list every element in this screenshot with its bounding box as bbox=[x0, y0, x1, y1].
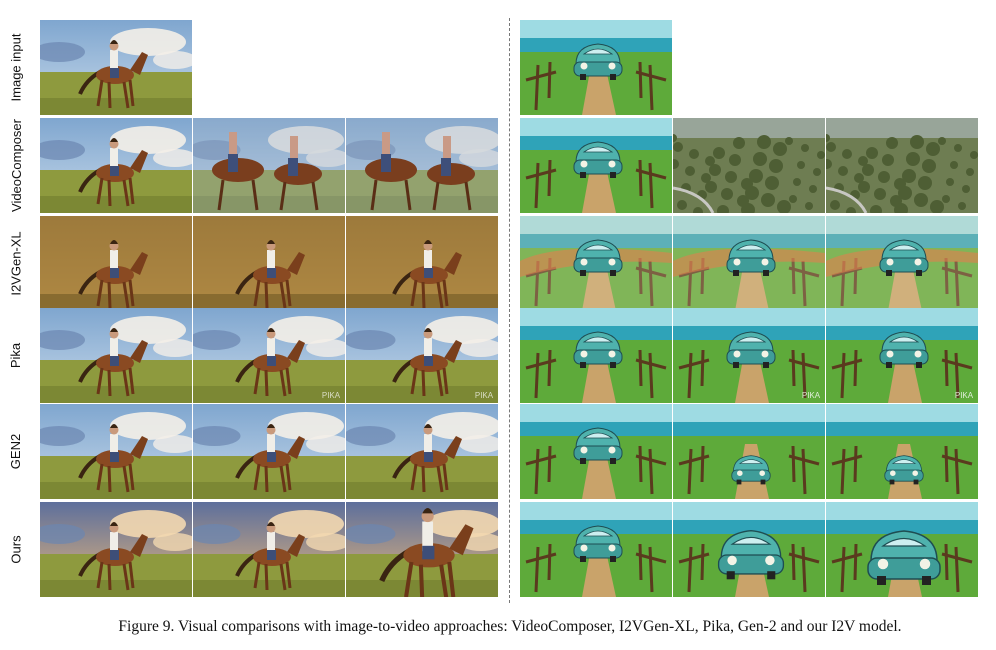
horse-frame-videocomposer-3 bbox=[346, 118, 498, 213]
horse-frame-videocomposer-1 bbox=[40, 118, 192, 213]
row-label-pika: Pika bbox=[0, 308, 32, 403]
horse-frame-gen2-1 bbox=[40, 404, 192, 499]
horse-frame-ours-3 bbox=[346, 502, 498, 597]
car-frame-ours-3 bbox=[826, 502, 978, 597]
horse-frame-pika-3: PIKA bbox=[346, 308, 498, 403]
svg-text:PIKA: PIKA bbox=[475, 391, 494, 400]
horse-frame-i2vgen-xl-2 bbox=[193, 216, 345, 311]
row-label-image-input: Image input bbox=[0, 20, 32, 115]
horse-frame-pika-2: PIKA bbox=[193, 308, 345, 403]
svg-text:PIKA: PIKA bbox=[322, 391, 341, 400]
horse-frame-pika-1 bbox=[40, 308, 192, 403]
row-label-gen2: GEN2 bbox=[0, 404, 32, 499]
horse-frame-gen2-2 bbox=[193, 404, 345, 499]
car-frame-gen2-3 bbox=[826, 404, 978, 499]
svg-text:PIKA: PIKA bbox=[955, 391, 974, 400]
horse-frame-ours-2 bbox=[193, 502, 345, 597]
car-frame-pika-3: PIKA bbox=[826, 308, 978, 403]
car-frame-i2vgen-xl-2 bbox=[673, 216, 825, 311]
car-frame-input-1 bbox=[520, 20, 672, 115]
row-label-text: Image input bbox=[8, 33, 24, 102]
horse-frame-i2vgen-xl-1 bbox=[40, 216, 192, 311]
car-frame-i2vgen-xl-3 bbox=[826, 216, 978, 311]
row-label-text: I2VGen-XL bbox=[8, 231, 24, 296]
car-frame-gen2-2 bbox=[673, 404, 825, 499]
row-label-text: VideoComposer bbox=[8, 119, 24, 212]
car-frame-i2vgen-xl-1 bbox=[520, 216, 672, 311]
horse-frame-input-1 bbox=[40, 20, 192, 115]
row-label-videocomposer: VideoComposer bbox=[0, 118, 32, 213]
horse-frame-ours-1 bbox=[40, 502, 192, 597]
column-divider bbox=[509, 18, 510, 603]
row-label-text: Pika bbox=[8, 342, 24, 369]
car-frame-videocomposer-3 bbox=[826, 118, 978, 213]
car-frame-pika-2: PIKA bbox=[673, 308, 825, 403]
horse-frame-i2vgen-xl-3 bbox=[346, 216, 498, 311]
row-label-text: Ours bbox=[8, 535, 24, 564]
figure-caption: Figure 9. Visual comparisons with image-… bbox=[118, 618, 902, 635]
row-label-ours: Ours bbox=[0, 502, 32, 597]
svg-text:PIKA: PIKA bbox=[802, 391, 821, 400]
car-frame-gen2-1 bbox=[520, 404, 672, 499]
car-frame-ours-1 bbox=[520, 502, 672, 597]
horse-frame-videocomposer-2 bbox=[193, 118, 345, 213]
car-frame-pika-1 bbox=[520, 308, 672, 403]
car-frame-ours-2 bbox=[673, 502, 825, 597]
row-label-text: GEN2 bbox=[8, 433, 24, 470]
horse-frame-gen2-3 bbox=[346, 404, 498, 499]
car-frame-videocomposer-1 bbox=[520, 118, 672, 213]
car-frame-videocomposer-2 bbox=[673, 118, 825, 213]
row-label-i2vgen-xl: I2VGen-XL bbox=[0, 216, 32, 311]
